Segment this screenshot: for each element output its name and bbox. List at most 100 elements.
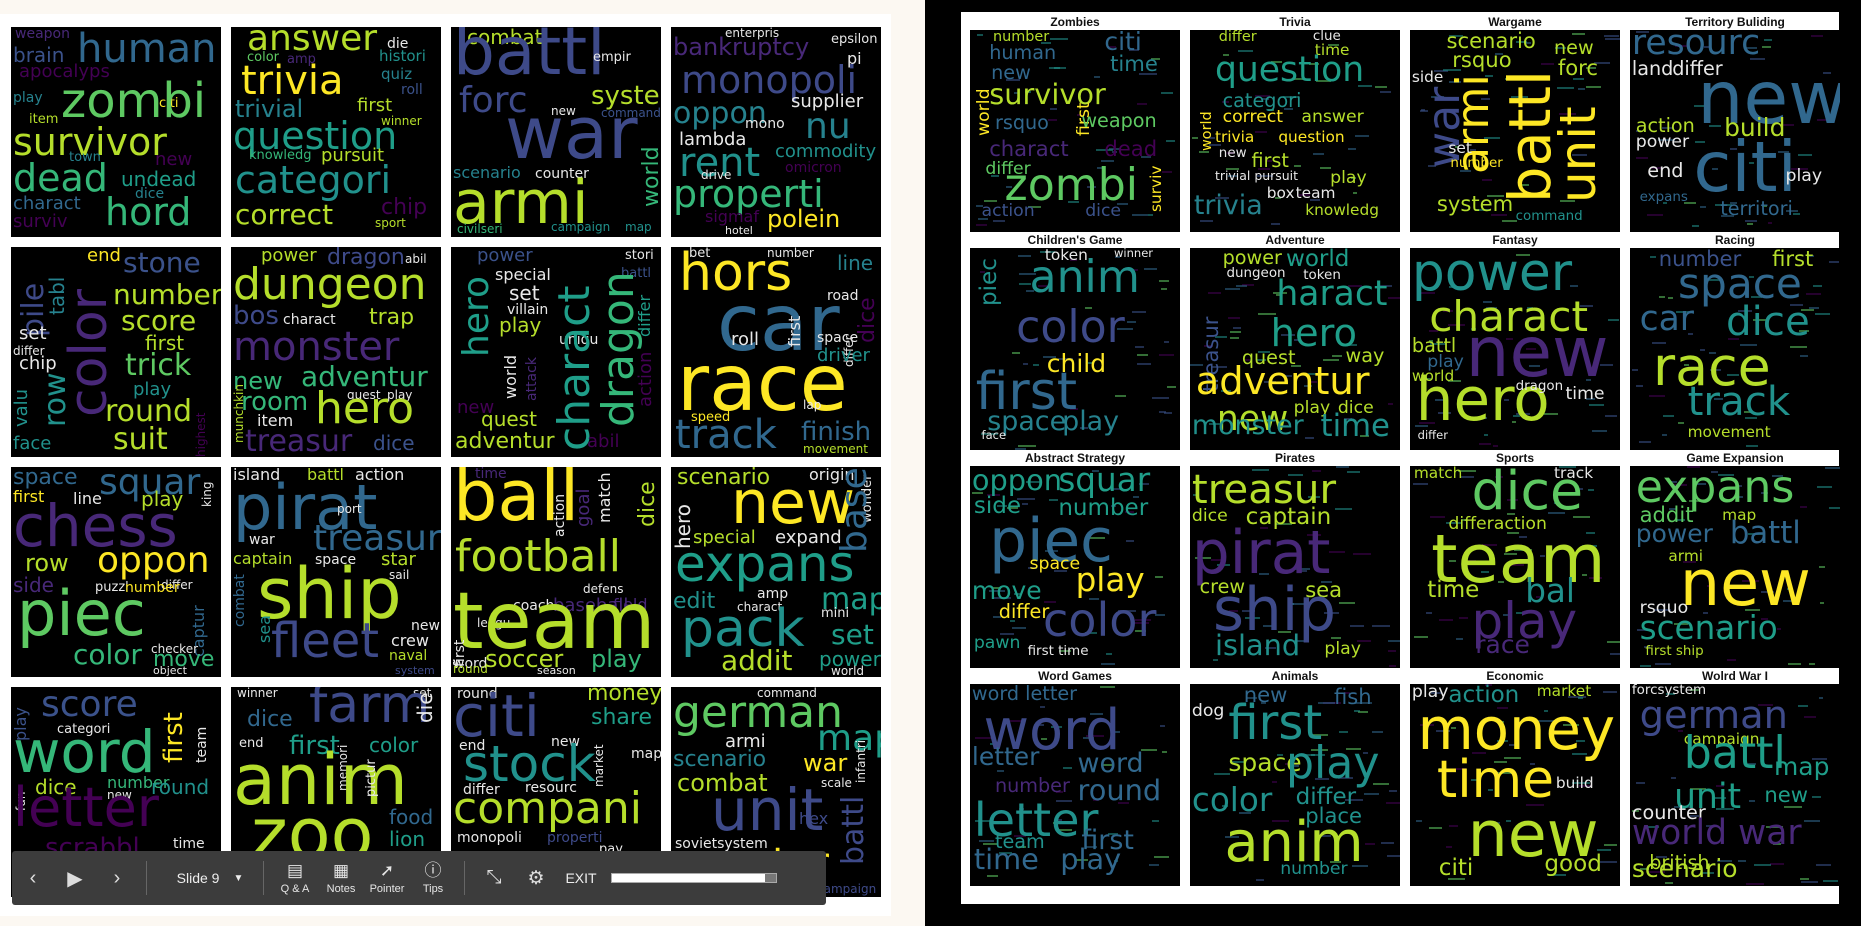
cloud-word: time — [973, 842, 1039, 877]
cloud-word: number — [125, 580, 180, 596]
toolbar-divider — [146, 861, 147, 895]
cloud-word: oppon — [971, 466, 1062, 497]
cloud-word: system — [395, 664, 435, 677]
cloud-word: properti — [673, 172, 824, 216]
cloud-word: zombi — [61, 73, 207, 129]
cloud-word: adventur — [455, 429, 555, 454]
cloud-word: move — [153, 647, 215, 672]
cloud-word: naval — [389, 648, 428, 664]
cloud-word: money — [1417, 696, 1616, 764]
cloud-word: differ — [161, 578, 193, 592]
cloud-word: dice — [135, 186, 165, 202]
cloud-word: dead — [1104, 135, 1158, 161]
cloud-word: battl — [307, 467, 344, 484]
cloud-word: charact — [13, 193, 81, 214]
cloud-word: token — [1303, 268, 1341, 284]
cloud-word: pack — [681, 599, 805, 659]
cloud-texture — [1420, 33, 1620, 222]
pointer-button[interactable]: ➚ Pointer — [364, 851, 410, 905]
cloud-word: world war — [1631, 813, 1802, 854]
cloud-word: token — [1044, 248, 1088, 264]
cloud-word: first — [357, 95, 393, 116]
qa-button[interactable]: ▤ Q & A — [272, 851, 318, 905]
cloud-word: first — [1081, 825, 1134, 856]
cloud-word: categori — [235, 158, 392, 202]
exit-fullscreen-icon[interactable]: ⤡ — [486, 867, 502, 888]
cloud-word: bet — [689, 247, 711, 261]
cloud-word: anim — [233, 739, 408, 821]
cloud-word: star — [381, 549, 416, 570]
cloud-word: first — [1228, 695, 1323, 752]
cloud-word: forc — [459, 80, 528, 121]
cloud-word: differ — [1218, 30, 1257, 45]
tips-button[interactable]: ⓘ Tips — [410, 851, 456, 905]
cloud-word: number — [994, 774, 1070, 798]
cloud-word: number — [1658, 248, 1742, 271]
cloud-word: citi — [1693, 127, 1797, 208]
cloud-word: first — [289, 731, 340, 761]
cloud-word: expans — [1639, 190, 1688, 206]
cloud-word: color — [73, 638, 142, 671]
cloud-word: face — [981, 428, 1007, 443]
cloud-word: quiz — [381, 65, 413, 83]
cloud-word: space — [315, 552, 357, 568]
chevron-left-icon[interactable]: ‹ — [29, 866, 37, 889]
cloud-word: stone — [123, 247, 201, 279]
cloud-word: number — [107, 773, 170, 792]
cloud-word: time — [1314, 41, 1350, 60]
notes-label: Notes — [326, 883, 356, 895]
cloud-word: land — [1631, 56, 1674, 80]
notes-button[interactable]: ▦ Notes — [318, 851, 364, 905]
cloud-word: round — [453, 662, 488, 676]
wordcloud: oppon squar side number piec space play move dif… — [970, 466, 1180, 668]
pointer-icon: ➚ — [379, 861, 395, 880]
cloud-word: side — [973, 492, 1022, 519]
cloud-word: monster — [1191, 410, 1304, 442]
wordcloud: power world dungeon token haract treasur hero q… — [1190, 248, 1400, 450]
cloud-word: pirat — [1191, 518, 1331, 588]
cloud-word: dice — [1085, 200, 1122, 221]
cloud-word: properti — [547, 830, 603, 846]
cloud-word: driver — [817, 345, 870, 366]
cloud-word: system — [591, 81, 661, 111]
cloud-word: ship — [1213, 576, 1337, 646]
cloud-word: supplier — [791, 91, 864, 112]
exit-button[interactable]: EXIT — [565, 870, 597, 886]
cloud-word: first — [975, 362, 1078, 423]
cloud-word: leagu — [477, 616, 511, 630]
wordcloud: match dice track differaction team time bal pla… — [1410, 466, 1620, 668]
cloud-word: space — [13, 467, 78, 490]
cloud-word: oppon — [673, 96, 767, 131]
wordcloud-panel: Wargame scenario rsquo new forc side war armi ba… — [1410, 14, 1620, 232]
cloud-word: item — [257, 411, 294, 430]
cloud-word: war — [249, 532, 275, 548]
cloud-word: score — [121, 304, 197, 337]
cloud-word: dead — [13, 156, 108, 200]
cloud-word: first — [13, 487, 45, 506]
cloud-word: ball — [453, 467, 580, 537]
wordcloud-title: Fantasy — [1492, 233, 1538, 247]
play-icon[interactable]: ▶ — [67, 867, 83, 890]
cloud-word: number — [1280, 858, 1348, 879]
cloud-word: space — [1228, 748, 1302, 778]
wordcloud-panel: Racing number first space car dice race track mo… — [1630, 232, 1840, 450]
cloud-word: trivial — [235, 95, 304, 123]
cloud-word: goal — [573, 488, 594, 527]
cloud-word: round — [151, 775, 210, 799]
slide-selector[interactable]: Slide 9 ▼ — [155, 851, 255, 905]
gear-icon[interactable]: ⚙ — [527, 867, 545, 889]
wordcloud-title: Game Expansion — [1686, 451, 1784, 465]
cloud-word: team — [1295, 183, 1336, 202]
cloud-word: build — [1724, 113, 1786, 143]
cloud-word: battl — [1729, 514, 1801, 551]
cloud-word: epsilon — [831, 32, 878, 47]
cloud-word: first — [1251, 148, 1289, 172]
cloud-word: soccer — [485, 645, 564, 673]
cloud-word: clue — [1312, 30, 1341, 44]
cloud-word: play — [1324, 638, 1361, 659]
cloud-word: end — [1647, 158, 1684, 182]
cloud-word: line — [837, 251, 874, 275]
chevron-right-icon[interactable]: › — [113, 866, 121, 889]
cloud-word: die — [413, 692, 437, 723]
cloud-word: answer — [247, 27, 378, 59]
